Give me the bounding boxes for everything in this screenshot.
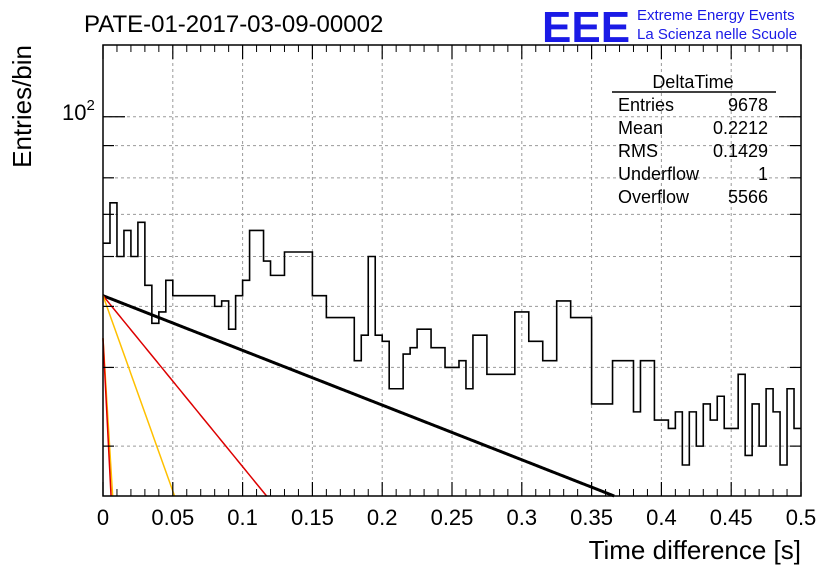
x-tick-label: 0.45 xyxy=(710,505,753,530)
stats-label-overflow: Overflow xyxy=(618,187,690,207)
stats-label-mean: Mean xyxy=(618,118,663,138)
stats-label-underflow: Underflow xyxy=(618,164,700,184)
x-tick-label: 0.2 xyxy=(367,505,398,530)
x-tick-label: 0.05 xyxy=(151,505,194,530)
stats-title: DeltaTime xyxy=(652,72,733,92)
chart-title: PATE-01-2017-03-09-00002 xyxy=(84,11,383,38)
y-axis-label: Entries/bin xyxy=(7,45,37,168)
fit-curve xyxy=(102,338,112,497)
fit-curve xyxy=(102,294,615,498)
y-tick-label: 102 xyxy=(62,97,95,125)
x-tick-labels: 0 0.05 0.1 0.15 0.2 0.25 0.3 0.35 0.4 0.45 0.5 xyxy=(97,505,816,530)
y-tick-exponent: 2 xyxy=(86,97,94,114)
x-tick-label: 0 xyxy=(97,505,109,530)
x-tick-label: 0.15 xyxy=(291,505,334,530)
logo-line2: La Scienza nelle Scuole xyxy=(637,26,797,43)
stats-label-entries: Entries xyxy=(618,95,674,115)
stats-box: DeltaTime Entries 9678 Mean 0.2212 RMS 0… xyxy=(612,72,776,207)
stats-value-underflow: 1 xyxy=(758,164,768,184)
x-tick-label: 0.3 xyxy=(507,505,538,530)
stats-value-mean: 0.2212 xyxy=(713,118,768,138)
axis-ticks xyxy=(102,45,802,496)
logo-line1: Extreme Energy Events xyxy=(637,7,795,24)
x-tick-label: 0.5 xyxy=(786,505,817,530)
x-axis-label: Time difference [s] xyxy=(589,535,801,565)
y-tick-base: 10 xyxy=(62,100,86,125)
x-tick-label: 0.35 xyxy=(570,505,613,530)
logo-mark: EEE xyxy=(542,3,630,52)
stats-label-rms: RMS xyxy=(618,141,658,161)
stats-value-rms: 0.1429 xyxy=(713,141,768,161)
fit-curves xyxy=(102,294,615,498)
grid-lines xyxy=(103,45,801,496)
fit-curve xyxy=(102,295,268,497)
x-tick-label: 0.1 xyxy=(227,505,258,530)
x-tick-label: 0.25 xyxy=(431,505,474,530)
x-tick-label: 0.4 xyxy=(646,505,677,530)
eee-logo: EEE Extreme Energy Events La Scienza nel… xyxy=(542,3,797,52)
stats-value-overflow: 5566 xyxy=(728,187,768,207)
stats-value-entries: 9678 xyxy=(728,95,768,115)
fit-curve xyxy=(102,295,176,497)
histogram-steps xyxy=(103,202,801,466)
